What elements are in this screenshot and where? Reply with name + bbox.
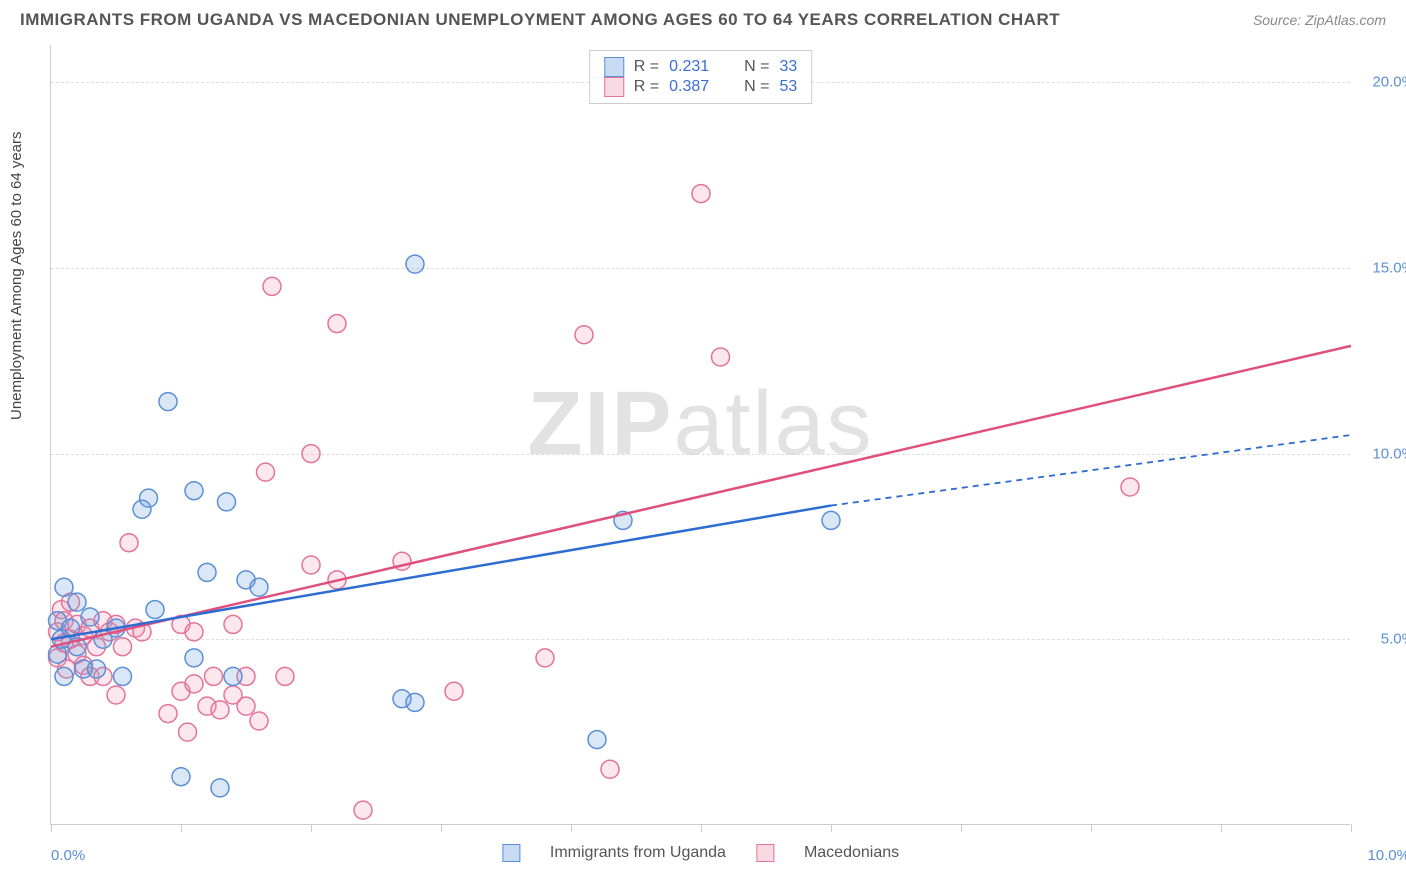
swatch-uganda-icon xyxy=(502,844,520,862)
data-point xyxy=(218,493,236,511)
r-label: R = xyxy=(634,58,659,76)
data-point xyxy=(445,682,463,700)
n-value-macedonia: 53 xyxy=(779,78,797,96)
data-point xyxy=(354,801,372,819)
data-point xyxy=(588,731,606,749)
data-point xyxy=(185,649,203,667)
swatch-uganda-icon xyxy=(604,57,624,77)
r-value-uganda: 0.231 xyxy=(669,58,724,76)
x-tick-max: 10.0% xyxy=(1367,847,1406,864)
data-point xyxy=(224,615,242,633)
data-point xyxy=(250,712,268,730)
data-point xyxy=(146,601,164,619)
data-point xyxy=(250,578,268,596)
data-point xyxy=(1121,478,1139,496)
data-point xyxy=(328,315,346,333)
legend-label-macedonia: Macedonians xyxy=(804,844,899,862)
data-point xyxy=(140,489,158,507)
data-point xyxy=(224,667,242,685)
x-tick xyxy=(1351,824,1352,832)
data-point xyxy=(172,768,190,786)
data-point xyxy=(211,701,229,719)
legend-row-macedonia: R = 0.387 N = 53 xyxy=(604,77,797,97)
data-point xyxy=(712,348,730,366)
data-point xyxy=(185,482,203,500)
series-legend: Immigrants from Uganda Macedonians xyxy=(502,844,899,862)
data-point xyxy=(406,693,424,711)
data-point xyxy=(55,578,73,596)
data-point xyxy=(822,511,840,529)
data-point xyxy=(114,667,132,685)
legend-row-uganda: R = 0.231 N = 33 xyxy=(604,57,797,77)
data-point xyxy=(55,667,73,685)
x-tick xyxy=(1091,824,1092,832)
swatch-macedonia-icon xyxy=(756,844,774,862)
chart-plot-area: ZIPatlas R = 0.231 N = 33 R = 0.387 N = … xyxy=(50,45,1350,825)
swatch-macedonia-icon xyxy=(604,77,624,97)
legend-label-uganda: Immigrants from Uganda xyxy=(550,844,726,862)
data-point xyxy=(263,277,281,295)
x-tick xyxy=(51,824,52,832)
data-point xyxy=(114,638,132,656)
y-axis-label: Unemployment Among Ages 60 to 64 years xyxy=(8,131,25,420)
n-label: N = xyxy=(744,78,769,96)
trend-line xyxy=(51,346,1351,647)
n-label: N = xyxy=(744,58,769,76)
data-point xyxy=(88,660,106,678)
data-point xyxy=(276,667,294,685)
chart-title: IMMIGRANTS FROM UGANDA VS MACEDONIAN UNE… xyxy=(20,10,1060,30)
r-value-macedonia: 0.387 xyxy=(669,78,724,96)
data-point xyxy=(237,697,255,715)
correlation-legend: R = 0.231 N = 33 R = 0.387 N = 53 xyxy=(589,50,812,104)
trend-line xyxy=(831,435,1351,506)
data-point xyxy=(185,623,203,641)
y-tick-label: 15.0% xyxy=(1372,259,1406,276)
y-tick-label: 5.0% xyxy=(1381,631,1406,648)
x-tick xyxy=(701,824,702,832)
trend-line xyxy=(51,506,831,640)
data-point xyxy=(205,667,223,685)
data-point xyxy=(185,675,203,693)
data-point xyxy=(601,760,619,778)
scatter-svg xyxy=(51,45,1350,824)
x-tick-min: 0.0% xyxy=(51,847,85,864)
data-point xyxy=(302,445,320,463)
data-point xyxy=(257,463,275,481)
data-point xyxy=(107,686,125,704)
x-tick xyxy=(441,824,442,832)
y-tick-label: 10.0% xyxy=(1372,445,1406,462)
data-point xyxy=(211,779,229,797)
data-point xyxy=(81,608,99,626)
data-point xyxy=(575,326,593,344)
data-point xyxy=(120,534,138,552)
x-tick xyxy=(181,824,182,832)
x-tick xyxy=(1221,824,1222,832)
n-value-uganda: 33 xyxy=(779,58,797,76)
x-tick xyxy=(831,824,832,832)
x-tick xyxy=(311,824,312,832)
data-point xyxy=(406,255,424,273)
data-point xyxy=(68,593,86,611)
data-point xyxy=(159,393,177,411)
data-point xyxy=(198,563,216,581)
data-point xyxy=(536,649,554,667)
y-tick-label: 20.0% xyxy=(1372,74,1406,91)
r-label: R = xyxy=(634,78,659,96)
x-tick xyxy=(571,824,572,832)
data-point xyxy=(179,723,197,741)
x-tick xyxy=(961,824,962,832)
data-point xyxy=(302,556,320,574)
source-attribution: Source: ZipAtlas.com xyxy=(1253,12,1386,28)
data-point xyxy=(692,185,710,203)
data-point xyxy=(159,705,177,723)
